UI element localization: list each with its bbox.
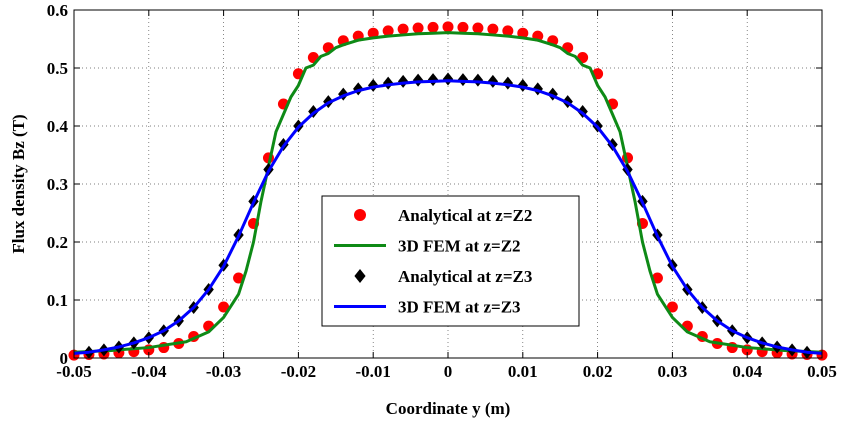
y-tick-label: 0.1 xyxy=(47,291,68,310)
x-tick-label: 0.05 xyxy=(807,362,837,381)
data-point xyxy=(233,272,245,284)
data-point xyxy=(412,22,424,34)
data-point xyxy=(397,23,409,35)
x-tick-label: 0.02 xyxy=(583,362,613,381)
y-axis-label: Flux density Bz (T) xyxy=(9,114,28,253)
data-point xyxy=(427,21,439,33)
legend-marker-swatch xyxy=(354,269,366,283)
y-tick-label: 0 xyxy=(60,349,69,368)
data-point xyxy=(472,22,484,34)
y-tick-label: 0.6 xyxy=(47,1,68,20)
y-tick-label: 0.5 xyxy=(47,59,68,78)
x-tick-label: -0.05 xyxy=(56,362,91,381)
x-tick-label: 0 xyxy=(444,362,453,381)
legend-item: 3D FEM at z=Z2 xyxy=(334,237,521,256)
series-3d-fem-at-z-z3 xyxy=(73,79,823,355)
x-tick-label: 0.04 xyxy=(732,362,762,381)
x-tick-label: 0.03 xyxy=(658,362,688,381)
legend-label: Analytical at z=Z3 xyxy=(398,267,532,286)
plot-area xyxy=(68,21,828,361)
data-point xyxy=(666,301,678,313)
x-axis-label: Coordinate y (m) xyxy=(386,399,511,418)
series-3d-fem-at-z-z2 xyxy=(73,31,823,354)
data-point xyxy=(367,27,379,39)
legend-label: 3D FEM at z=Z3 xyxy=(398,298,521,317)
data-point xyxy=(487,23,499,35)
x-tick-label: -0.03 xyxy=(206,362,241,381)
y-tick-label: 0.3 xyxy=(47,175,68,194)
y-tick-label: 0.2 xyxy=(47,233,68,252)
series-line xyxy=(73,31,823,354)
data-point xyxy=(502,76,514,90)
series-line xyxy=(73,79,823,355)
legend-item: Analytical at z=Z2 xyxy=(354,206,532,225)
x-tick-label: -0.01 xyxy=(355,362,390,381)
legend: Analytical at z=Z2 3D FEM at z=Z2 Analytic… xyxy=(321,195,580,327)
ticks xyxy=(73,9,823,359)
x-tick-label: 0.01 xyxy=(508,362,538,381)
legend-item: Analytical at z=Z3 xyxy=(354,267,532,286)
legend-label: 3D FEM at z=Z2 xyxy=(398,237,521,256)
data-point xyxy=(218,301,230,313)
y-tick-label: 0.4 xyxy=(47,117,69,136)
data-point xyxy=(517,27,529,39)
legend-label: Analytical at z=Z2 xyxy=(398,206,532,225)
legend-marker-swatch xyxy=(354,209,366,221)
legend-item: 3D FEM at z=Z3 xyxy=(334,298,521,317)
data-point xyxy=(547,87,558,101)
tick-labels: -0.05 -0.04 -0.03 -0.02 -0.01 0 0.01 0.02 0.03 0.… xyxy=(47,1,837,381)
data-point xyxy=(517,78,528,92)
x-tick-label: -0.04 xyxy=(131,362,167,381)
data-point xyxy=(382,25,394,37)
data-point xyxy=(457,21,469,33)
data-point xyxy=(651,272,663,284)
x-tick-label: -0.02 xyxy=(281,362,316,381)
data-point xyxy=(442,21,454,33)
data-point xyxy=(502,25,514,37)
